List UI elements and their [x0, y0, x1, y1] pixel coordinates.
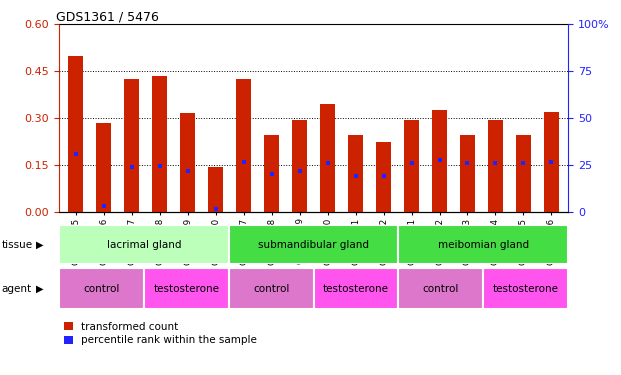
Bar	[399, 225, 568, 264]
Bar	[348, 135, 363, 212]
Text: control: control	[423, 284, 459, 294]
Bar	[516, 135, 531, 212]
Bar	[544, 112, 559, 212]
Legend: transformed count, percentile rank within the sample: transformed count, percentile rank withi…	[64, 322, 256, 345]
Bar	[460, 135, 475, 212]
Bar	[144, 268, 229, 309]
Bar	[292, 120, 307, 212]
Bar	[229, 268, 314, 309]
Text: GDS1361 / 5476: GDS1361 / 5476	[57, 10, 160, 23]
Text: testosterone: testosterone	[153, 284, 219, 294]
Bar	[399, 268, 483, 309]
Bar	[59, 268, 144, 309]
Bar	[483, 268, 568, 309]
Bar	[152, 76, 168, 212]
Text: tissue: tissue	[1, 240, 32, 250]
Text: ▶: ▶	[36, 284, 43, 294]
Bar	[376, 142, 391, 212]
Text: control: control	[253, 284, 289, 294]
Bar	[487, 120, 503, 212]
Text: testosterone: testosterone	[323, 284, 389, 294]
Bar	[180, 113, 196, 212]
Text: agent: agent	[1, 284, 32, 294]
Text: meibomian gland: meibomian gland	[438, 240, 529, 250]
Bar	[59, 225, 229, 264]
Text: lacrimal gland: lacrimal gland	[107, 240, 181, 250]
Text: ▶: ▶	[36, 240, 43, 250]
Bar	[404, 120, 419, 212]
Bar	[96, 123, 111, 212]
Bar	[229, 225, 399, 264]
Text: testosterone: testosterone	[493, 284, 559, 294]
Bar	[124, 79, 140, 212]
Bar	[432, 110, 447, 212]
Bar	[264, 135, 279, 212]
Bar	[320, 104, 335, 212]
Bar	[68, 56, 83, 212]
Bar	[314, 268, 399, 309]
Bar	[236, 79, 252, 212]
Text: control: control	[83, 284, 120, 294]
Bar	[208, 166, 224, 212]
Text: submandibular gland: submandibular gland	[258, 240, 369, 250]
